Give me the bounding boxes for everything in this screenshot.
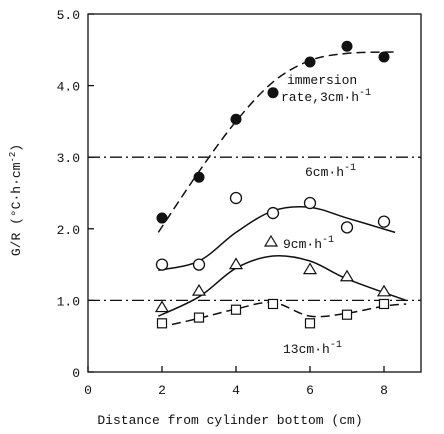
point [156, 212, 168, 224]
x-axis-label: Distance from cylinder bottom (cm) [97, 413, 362, 428]
point [304, 318, 316, 329]
y-tick-label: 2.0 [57, 223, 80, 238]
point [154, 300, 170, 313]
annotation: 9cm·h-1 [283, 235, 334, 252]
annotation-sup: -1 [330, 340, 342, 351]
point [267, 298, 279, 310]
point [192, 258, 206, 271]
point [193, 171, 205, 183]
point [193, 312, 205, 323]
y-axis-label: G/R (°C·h·cm-2) [8, 144, 24, 256]
annotation-sup: -1 [344, 163, 356, 174]
point [230, 304, 242, 315]
annotation-text: 9cm·h [283, 237, 322, 252]
point [156, 318, 168, 329]
point [229, 191, 243, 205]
y-tick-label: 0 [72, 366, 80, 381]
point [341, 309, 353, 320]
annotation-text: rate,3cm·h [281, 90, 359, 105]
y-tick-label: 1.0 [57, 294, 80, 309]
point [340, 221, 354, 234]
y-label-sup: -2 [8, 152, 18, 163]
point [302, 262, 318, 275]
point [341, 40, 353, 52]
annotation: 13cm·h-1 [283, 340, 342, 357]
x-tick-label: 0 [84, 383, 92, 398]
y-tick-label: 3.0 [57, 151, 80, 166]
point [303, 196, 317, 210]
annotation-sup: -1 [359, 88, 371, 99]
y-label-end: ) [9, 144, 24, 152]
annotation-text: immersion [287, 73, 357, 88]
x-tick-label: 2 [158, 383, 166, 398]
point [155, 258, 169, 271]
y-label-main: G/R (°C·h·cm [9, 162, 24, 256]
annotation: rate,3cm·h-1 [281, 88, 371, 105]
x-tick-label: 4 [232, 383, 240, 398]
point [304, 56, 316, 68]
fit-curve [157, 51, 396, 233]
point [266, 206, 280, 220]
point [378, 298, 390, 310]
point [378, 51, 390, 63]
legend-marker [263, 234, 279, 247]
point [339, 269, 355, 282]
point [267, 87, 279, 99]
annotation-text: 13cm·h [283, 342, 330, 357]
annotation-sup: -1 [322, 235, 334, 246]
annotation: immersion [287, 73, 357, 88]
point [230, 113, 242, 125]
point [376, 284, 392, 297]
point [377, 215, 391, 228]
x-tick-label: 6 [306, 383, 314, 398]
point [191, 283, 207, 296]
annotation-text: 6cm·h [305, 165, 344, 180]
plot-frame [87, 13, 422, 373]
x-tick-label: 8 [380, 383, 388, 398]
y-tick-label: 4.0 [57, 80, 80, 95]
annotation: 6cm·h-1 [305, 163, 356, 180]
point [228, 257, 244, 270]
y-tick-label: 5.0 [57, 8, 80, 23]
